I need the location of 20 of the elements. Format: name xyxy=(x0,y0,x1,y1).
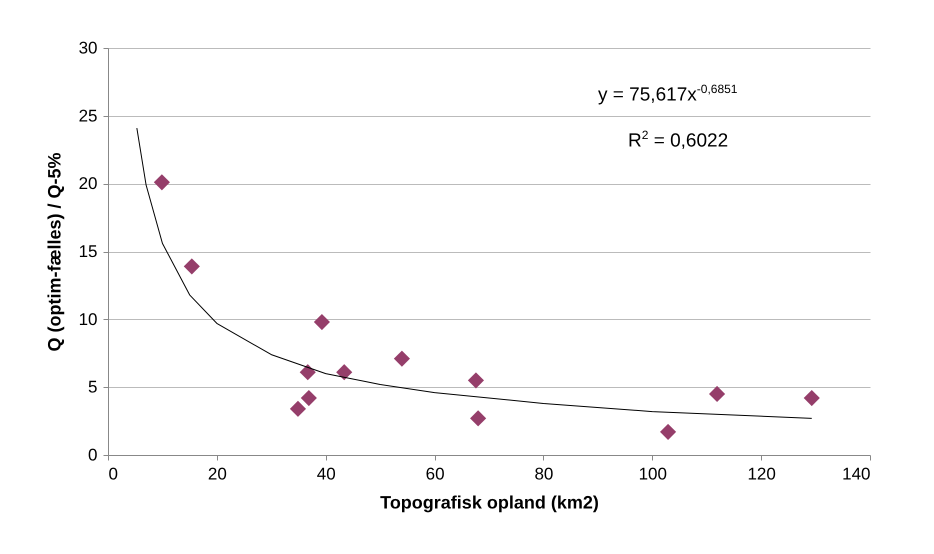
x-tick-label: 120 xyxy=(747,464,776,484)
y-tick-label: 30 xyxy=(78,38,98,58)
line-series xyxy=(136,128,812,419)
x-tick-label: 60 xyxy=(426,464,445,484)
y-tick-label: 20 xyxy=(78,174,98,194)
annotation: y = 75,617x$^{-0,6851}$ xyxy=(598,82,738,106)
annotation: R$^{2}$ = 0,6022 xyxy=(628,128,728,152)
y-axis-title: Q (optim-fælles) / Q-5% xyxy=(44,152,65,352)
x-tick-label: 80 xyxy=(534,464,554,484)
x-tick-label: 40 xyxy=(316,464,336,484)
y-tick-label: 15 xyxy=(78,242,98,261)
x-tick-label: 100 xyxy=(638,464,667,484)
x-tick-label: 20 xyxy=(208,464,227,484)
x-axis-title: Topografisk opland (km2) xyxy=(380,492,599,512)
x-tick-label: 140 xyxy=(842,464,870,484)
y-tick-label: 25 xyxy=(78,106,98,126)
y-tick-label: 5 xyxy=(88,378,98,397)
x-tick-label: 0 xyxy=(108,464,118,484)
y-tick-label: 10 xyxy=(78,310,98,329)
y-tick-label: 0 xyxy=(88,446,98,464)
